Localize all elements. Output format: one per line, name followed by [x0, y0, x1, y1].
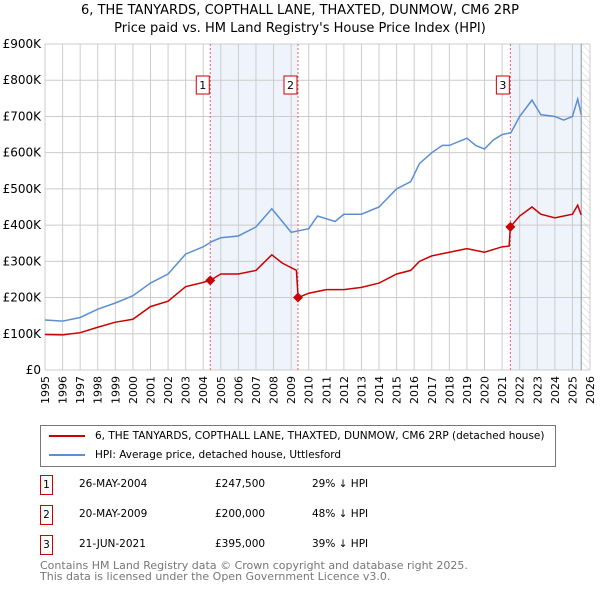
sale-date: 20-MAY-2009 — [79, 508, 148, 520]
legend-item-property: 6, THE TANYARDS, COPTHALL LANE, THAXTED,… — [49, 428, 544, 444]
sale-point — [505, 221, 516, 232]
y-tick-label: £700K — [3, 109, 43, 123]
sale-badge: 1 — [40, 475, 53, 495]
sale-diff: 48% ↓ HPI — [312, 508, 369, 520]
sale-diff: 29% ↓ HPI — [312, 478, 369, 490]
x-tick-label: 2003 — [180, 376, 193, 404]
x-tick-label: 2019 — [461, 376, 474, 404]
x-tick-label: 1995 — [39, 376, 52, 404]
series-line — [44, 203, 582, 336]
y-tick-label: £400K — [3, 218, 43, 232]
chart-subtitle: Price paid vs. HM Land Registry's House … — [114, 21, 486, 36]
x-tick-label: 2022 — [514, 376, 527, 404]
y-tick-label: £200K — [3, 291, 43, 305]
x-tick-label: 2011 — [320, 376, 333, 404]
sale-point — [205, 275, 216, 286]
sale-date: 26-MAY-2004 — [79, 478, 148, 490]
legend: 6, THE TANYARDS, COPTHALL LANE, THAXTED,… — [40, 425, 556, 467]
y-tick-label: £300K — [3, 254, 43, 268]
sale-badge: 3 — [40, 535, 53, 555]
x-tick-label: 2009 — [285, 376, 298, 404]
x-tick-label: 2004 — [197, 376, 210, 404]
y-tick-label: £0 — [26, 363, 41, 377]
sale-price: £200,000 — [215, 508, 266, 520]
x-tick-label: 2021 — [496, 376, 509, 404]
sale-row: 1 26-MAY-2004 £247,500 29% ↓ HPI — [40, 475, 540, 495]
series-line — [44, 96, 582, 322]
sale-label-box — [495, 75, 510, 95]
legend-swatch-blue — [49, 454, 85, 456]
x-tick-label: 2024 — [549, 376, 562, 404]
sale-label-box — [195, 75, 210, 95]
x-tick-label: 2023 — [531, 376, 544, 404]
y-tick-label: £600K — [3, 146, 43, 160]
footer-line: Contains HM Land Registry data © Crown c… — [40, 559, 468, 572]
legend-label: 6, THE TANYARDS, COPTHALL LANE, THAXTED,… — [95, 430, 545, 442]
sale-label-box — [283, 75, 298, 95]
price-chart: 1995 1996 1997 1998 1999 2000 2001 2002 2003 2004… — [3, 37, 597, 404]
x-tick-label: 2015 — [391, 376, 404, 404]
x-tick-label: 2007 — [250, 376, 263, 404]
sale-label: 2 — [287, 79, 294, 92]
sale-price: £395,000 — [215, 538, 266, 550]
x-tick-label: 1997 — [74, 376, 87, 404]
x-tick-label: 1998 — [92, 376, 105, 404]
x-tick-label: 2018 — [443, 376, 456, 404]
x-tick-label: 2013 — [355, 376, 368, 404]
sale-label: 1 — [199, 79, 206, 92]
x-tick-label: 2001 — [144, 376, 157, 404]
x-tick-label: 2006 — [232, 376, 245, 404]
shaded-period — [510, 44, 582, 370]
chart-title: 6, THE TANYARDS, COPTHALL LANE, THAXTED,… — [81, 3, 519, 18]
x-tick-label: 2010 — [303, 376, 316, 404]
footer-line: This data is licensed under the Open Gov… — [40, 570, 391, 583]
x-tick-label: 2002 — [162, 376, 175, 404]
sale-price: £247,500 — [215, 478, 266, 490]
x-tick-label: 1999 — [109, 376, 122, 404]
legend-swatch-red — [49, 435, 85, 437]
sale-label: 3 — [499, 79, 506, 92]
y-tick-label: £100K — [3, 327, 43, 341]
legend-label: HPI: Average price, detached house, Uttl… — [95, 449, 342, 461]
legend-item-hpi: HPI: Average price, detached house, Uttl… — [49, 447, 341, 463]
sale-badge: 2 — [40, 505, 53, 525]
sale-row: 2 20-MAY-2009 £200,000 48% ↓ HPI — [40, 505, 540, 525]
x-tick-label: 2014 — [373, 376, 386, 404]
x-tick-label: 1996 — [57, 376, 70, 404]
x-tick-label: 2020 — [479, 376, 492, 404]
x-tick-label: 2012 — [338, 376, 351, 404]
y-tick-label: £900K — [3, 37, 43, 51]
sale-diff: 39% ↓ HPI — [312, 538, 369, 550]
forecast-hatch — [581, 44, 590, 370]
x-tick-label: 2000 — [127, 376, 140, 404]
x-tick-label: 2025 — [566, 376, 579, 404]
sale-point — [292, 292, 303, 303]
y-tick-label: £800K — [3, 73, 43, 87]
x-tick-label: 2008 — [268, 376, 281, 404]
footer: Contains HM Land Registry data © Crown c… — [40, 560, 468, 582]
shaded-period — [210, 44, 298, 370]
x-tick-label: 2017 — [426, 376, 439, 404]
sale-row: 3 21-JUN-2021 £395,000 39% ↓ HPI — [40, 535, 540, 555]
x-tick-label: 2005 — [215, 376, 228, 404]
y-tick-label: £500K — [3, 182, 43, 196]
x-tick-label: 2016 — [408, 376, 421, 404]
x-tick-label: 2026 — [584, 376, 597, 404]
sale-date: 21-JUN-2021 — [79, 538, 146, 550]
